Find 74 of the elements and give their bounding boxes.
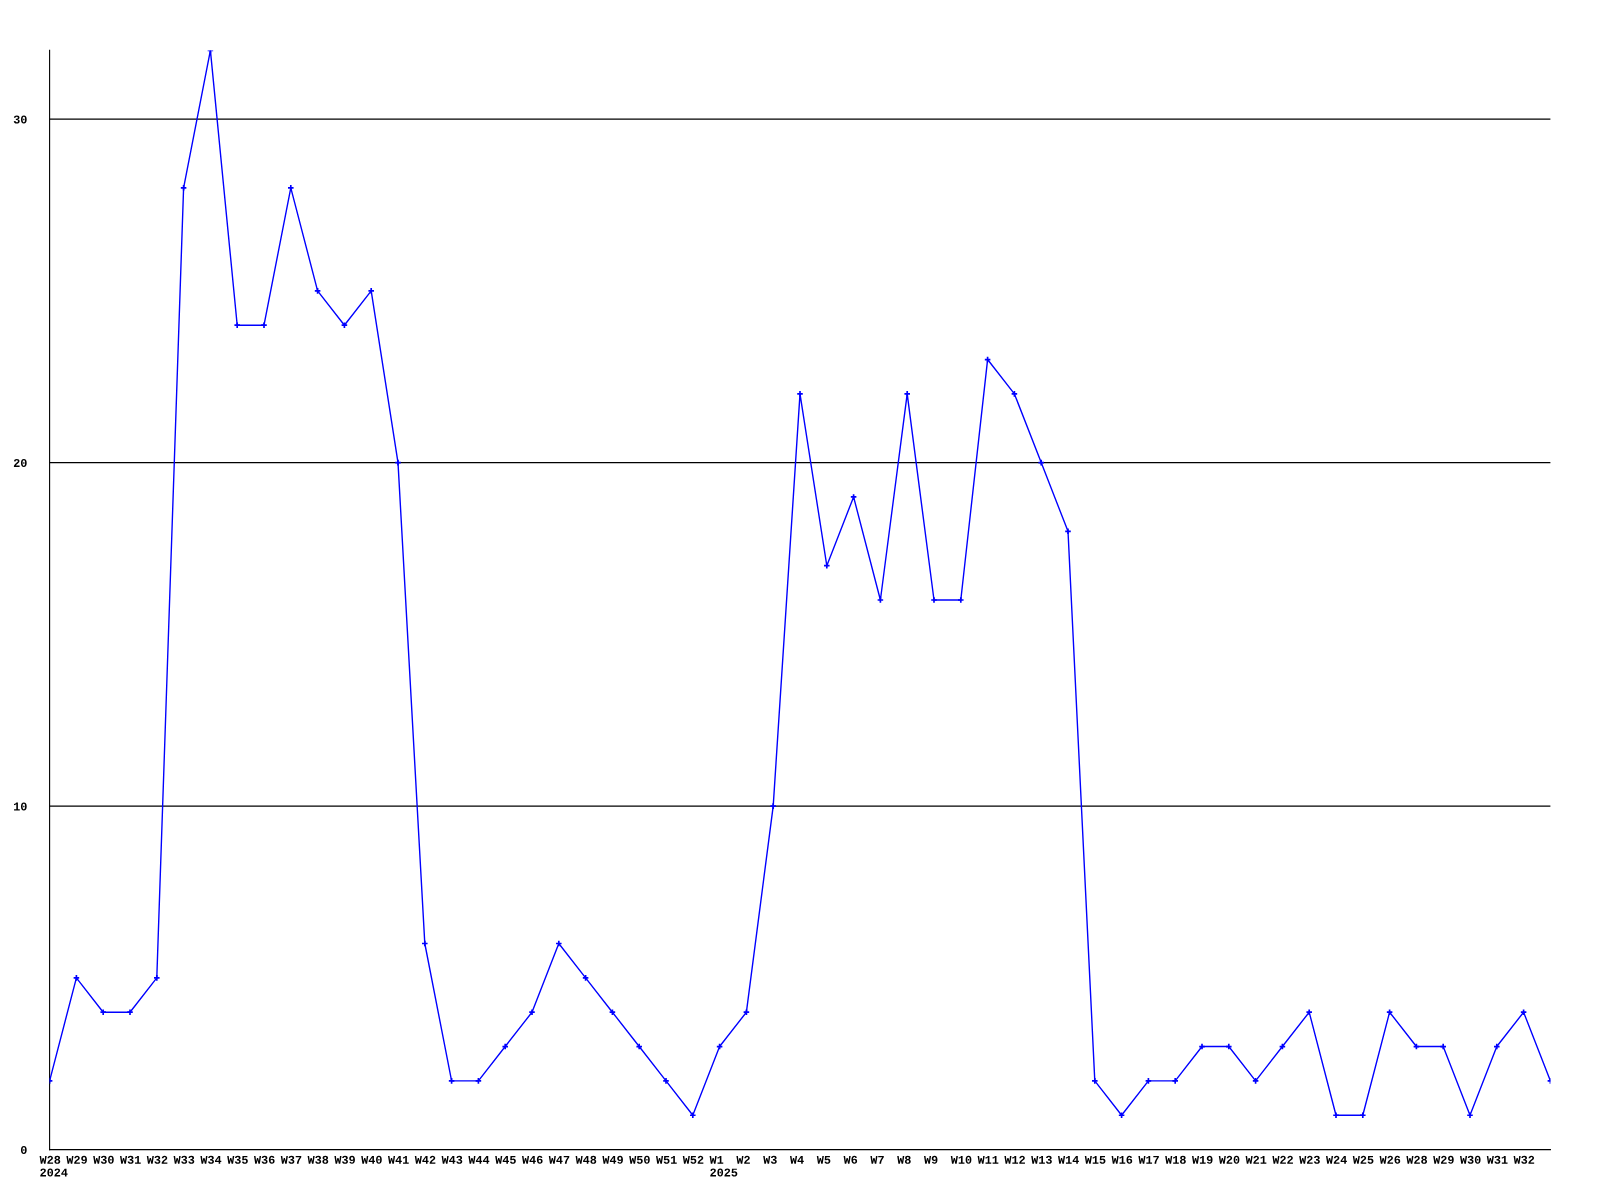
x-tick-label: W35 — [227, 1155, 248, 1164]
x-tick-label: W50 — [629, 1155, 650, 1164]
x-tick-label: W18 — [1165, 1155, 1186, 1164]
x-tick-label: W16 — [1111, 1155, 1133, 1164]
x-tick-label: W47 — [548, 1155, 570, 1164]
x-tick-label: W6 — [843, 1155, 858, 1164]
point — [367, 287, 375, 295]
x-tick-label: W30 — [1460, 1155, 1481, 1164]
x-tick-label: W10 — [950, 1155, 972, 1164]
x-tick-label: W34 — [200, 1155, 222, 1164]
x-tick-label: W32 — [146, 1155, 168, 1164]
x-tick-label: W39 — [334, 1155, 355, 1164]
x-tick-label: W8 — [897, 1155, 911, 1164]
point — [769, 802, 777, 810]
x-tick-label: W51 — [656, 1155, 677, 1164]
x-tick-label: W24 — [1326, 1155, 1347, 1164]
x-tick-label: W43 — [441, 1155, 463, 1164]
point — [1064, 527, 1072, 535]
point — [662, 1077, 670, 1085]
x-tick-label: W23 — [1299, 1155, 1320, 1164]
x-tick-label: W29 — [66, 1155, 87, 1164]
x-tick-label: W41 — [388, 1155, 409, 1164]
point — [233, 321, 241, 329]
x-tick-label: W31 — [120, 1155, 141, 1164]
x-tick-label: W44 — [468, 1155, 490, 1164]
x-tick-label: W4 — [790, 1155, 804, 1164]
y-tick-label: 0 — [20, 1145, 27, 1154]
x-tick-label: W46 — [522, 1155, 543, 1164]
x-tick-label: W19 — [1192, 1155, 1213, 1164]
x-tick-label: W9 — [924, 1155, 938, 1164]
x-tick-label: W7 — [870, 1155, 884, 1164]
point — [1305, 1008, 1313, 1016]
y-tick-label: 30 — [13, 115, 27, 124]
x-tick-label: W52 — [682, 1155, 704, 1164]
x-tick-label: W40 — [361, 1155, 382, 1164]
x-tick-label: W30 — [93, 1155, 114, 1164]
x-tick-label: W33 — [173, 1155, 195, 1164]
point — [796, 390, 804, 398]
x-tick-label: W22 — [1272, 1155, 1293, 1164]
x-tick-label: W37 — [280, 1155, 302, 1164]
x-tick-label: W11 — [977, 1155, 999, 1164]
x-tick-label: W14 — [1058, 1155, 1079, 1164]
x-tick-label: W15 — [1084, 1155, 1106, 1164]
x-tick-label: W31 — [1486, 1155, 1508, 1164]
x-tick-label: W17 — [1138, 1155, 1159, 1164]
point — [1359, 1111, 1367, 1119]
x-tick-label: W48 — [575, 1155, 597, 1164]
x-tick-label: W3 — [763, 1155, 777, 1164]
x-tick-label: W20 — [1218, 1155, 1240, 1164]
point — [153, 974, 161, 982]
x-tick-label: W26 — [1379, 1155, 1401, 1164]
y-tick-label: 20 — [13, 458, 27, 467]
x-tick-label: W29 — [1433, 1155, 1454, 1164]
x-tick-label: W2 — [736, 1155, 750, 1164]
y-tick-label: 10 — [14, 802, 27, 811]
x-tick-label: W45 — [495, 1155, 516, 1164]
point — [930, 596, 938, 604]
x-tick-label: W13 — [1031, 1155, 1052, 1164]
x-tick-label: W5 — [816, 1155, 831, 1164]
x-tick-label: W49 — [602, 1155, 623, 1164]
x-tick-label: W25 — [1352, 1155, 1374, 1164]
point — [528, 1008, 536, 1016]
x-tick-label: W32 — [1513, 1155, 1535, 1164]
point — [957, 596, 965, 604]
x-tick-label: W21 — [1245, 1155, 1267, 1164]
x-tick-label: W36 — [254, 1155, 275, 1164]
point — [1171, 1077, 1179, 1085]
x-tick-label: W42 — [414, 1155, 436, 1164]
point — [903, 390, 911, 398]
point — [1091, 1077, 1099, 1085]
x-tick-label: W12 — [1004, 1155, 1025, 1164]
point — [689, 1111, 697, 1119]
x-tick-label: W28 — [1406, 1155, 1428, 1164]
x-tick-label: W38 — [307, 1155, 329, 1164]
